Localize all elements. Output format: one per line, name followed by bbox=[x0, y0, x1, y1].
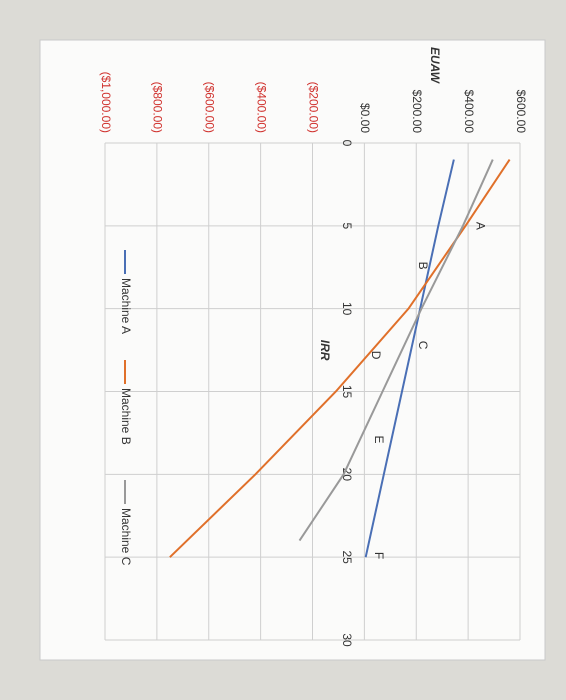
legend-label: Machine B bbox=[119, 388, 133, 445]
y-tick-label: ($800.00) bbox=[151, 82, 165, 133]
x-tick-label: 5 bbox=[340, 222, 354, 229]
point-label: E bbox=[372, 436, 386, 444]
line-series bbox=[169, 159, 511, 558]
point-label: B bbox=[416, 262, 430, 270]
y-tick-label: ($400.00) bbox=[254, 82, 268, 133]
y-tick-label: $200.00 bbox=[410, 90, 424, 134]
line-series bbox=[364, 159, 455, 558]
chart: $600.00 $400.00 $200.00 $0.00 ($200.00) ($400… bbox=[39, 39, 546, 661]
y-tick-label: $0.00 bbox=[358, 103, 372, 133]
y-tick-label: $600.00 bbox=[514, 90, 528, 134]
point-label: D bbox=[369, 351, 383, 360]
point-label: F bbox=[372, 552, 386, 559]
x-tick-label: 15 bbox=[340, 385, 354, 399]
x-tick-label: 30 bbox=[340, 633, 354, 647]
x-axis-title: IRR bbox=[318, 340, 332, 361]
chart-card bbox=[39, 39, 546, 661]
line-series bbox=[298, 159, 494, 542]
point-label: C bbox=[416, 341, 430, 350]
x-tick-label: 0 bbox=[340, 140, 354, 147]
x-tick-label: 25 bbox=[340, 550, 354, 564]
y-tick-label: ($600.00) bbox=[203, 82, 217, 133]
legend-label: Machine A bbox=[119, 278, 133, 334]
point-label: A bbox=[474, 222, 488, 230]
y-tick-label: ($1,000.00) bbox=[99, 72, 113, 133]
legend-label: Machine C bbox=[119, 508, 133, 566]
y-axis-title: EUAW bbox=[428, 47, 442, 85]
x-tick-label: 10 bbox=[340, 302, 354, 316]
y-tick-label: ($200.00) bbox=[306, 82, 320, 133]
y-tick-label: $400.00 bbox=[462, 90, 476, 134]
x-tick-label: 20 bbox=[340, 468, 354, 482]
